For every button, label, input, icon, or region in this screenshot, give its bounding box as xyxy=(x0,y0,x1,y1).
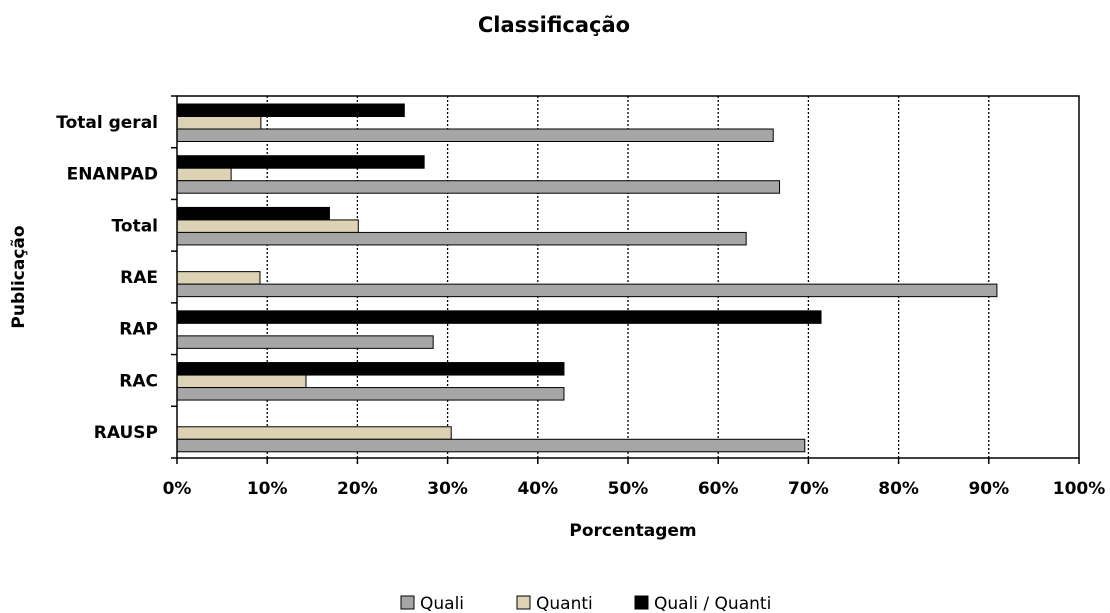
bar-quanti-0 xyxy=(176,116,262,130)
bar-quanti-2 xyxy=(176,219,359,233)
bar-quali-4 xyxy=(176,335,434,349)
x-tick-label: 60% xyxy=(698,479,739,499)
x-tick-label: 10% xyxy=(247,479,288,499)
bar-quanti-1 xyxy=(176,167,232,182)
x-tick-label: 0% xyxy=(163,479,192,499)
legend: Quali Quanti Quali / Quanti xyxy=(400,594,771,613)
bar-quanti-5 xyxy=(176,374,307,389)
x-axis-title: Porcentagem xyxy=(569,521,696,541)
grid-lines xyxy=(266,96,990,458)
bar-quali-0 xyxy=(176,128,774,142)
bar-quanti-3 xyxy=(176,271,261,285)
x-tick-label: 40% xyxy=(517,479,558,499)
legend-swatch xyxy=(400,595,415,610)
category-label: Total geral xyxy=(56,113,158,133)
bar-quali-1 xyxy=(176,180,781,194)
bar-quali-quanti-0 xyxy=(176,103,405,117)
legend-swatch xyxy=(634,595,649,610)
bar-quali-quanti-2 xyxy=(176,206,330,221)
category-label: RAUSP xyxy=(94,423,158,443)
x-tick-label: 90% xyxy=(968,479,1009,499)
category-label: RAE xyxy=(120,268,158,288)
x-tick-label: 50% xyxy=(608,479,649,499)
category-label: RAP xyxy=(119,320,158,340)
x-tick-label: 100% xyxy=(1053,479,1106,499)
x-tick-label: 30% xyxy=(427,479,468,499)
x-tick-label: 70% xyxy=(788,479,829,499)
category-label: Total xyxy=(112,216,158,236)
bar-quali-5 xyxy=(176,387,565,401)
bar-quali-quanti-1 xyxy=(176,155,425,169)
legend-label: Quanti xyxy=(536,594,593,613)
x-tick-labels: 0% 10% 20% 30% 40% 50% 60% 70% 80% 90% 100% xyxy=(163,479,1106,499)
axis-ticks xyxy=(171,95,1080,464)
legend-label: Quali / Quanti xyxy=(654,594,771,613)
x-tick-label: 80% xyxy=(878,479,919,499)
bar-quali-quanti-5 xyxy=(176,362,565,376)
bar-quali-3 xyxy=(176,283,998,298)
bar-quali-2 xyxy=(176,231,747,246)
category-label: RAC xyxy=(119,371,158,391)
bars xyxy=(176,103,998,453)
chart-title: Classificação xyxy=(478,13,630,37)
y-category-labels: Total geral ENANPAD Total RAE RAP RAC RAUSP xyxy=(56,113,158,443)
category-label: ENANPAD xyxy=(67,165,158,185)
x-tick-label: 20% xyxy=(337,479,378,499)
y-axis-title: Publicação xyxy=(9,225,29,328)
bar-quanti-6 xyxy=(176,426,452,440)
bar-quali-quanti-4 xyxy=(176,310,822,324)
legend-swatch xyxy=(516,595,531,610)
bar-quali-6 xyxy=(176,438,806,453)
legend-label: Quali xyxy=(420,594,464,613)
